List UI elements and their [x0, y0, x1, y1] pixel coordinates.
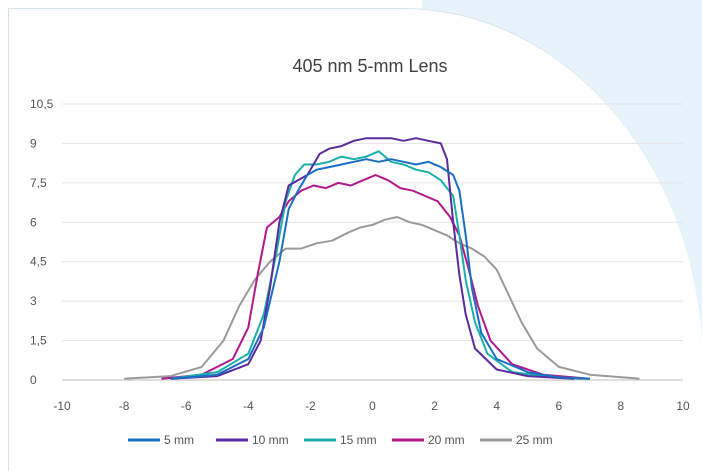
x-tick-label: 2	[431, 399, 438, 413]
y-tick-label: 7,5	[30, 176, 47, 190]
series-line	[170, 137, 575, 380]
legend-label: 25 mm	[516, 433, 553, 447]
x-tick-label: -6	[181, 399, 192, 413]
legend-label: 20 mm	[428, 433, 465, 447]
chart-panel	[8, 8, 702, 471]
series-line	[170, 150, 590, 380]
y-tick-label: 3	[30, 294, 37, 308]
x-tick-label: 0	[369, 399, 376, 413]
series-line	[124, 216, 640, 380]
x-tick-label: 8	[618, 399, 625, 413]
y-tick-label: 1,5	[30, 334, 47, 348]
x-tick-label: -4	[243, 399, 254, 413]
y-tick-label: 0	[30, 373, 37, 387]
x-tick-label: 4	[493, 399, 500, 413]
legend-label: 10 mm	[252, 433, 289, 447]
x-tick-label: 10	[676, 399, 690, 413]
legend-label: 5 mm	[164, 433, 194, 447]
y-tick-label: 4,5	[30, 255, 47, 269]
x-tick-label: -8	[119, 399, 130, 413]
series-line	[161, 174, 590, 380]
x-tick-label: -10	[53, 399, 71, 413]
y-tick-label: 10,5	[30, 97, 54, 111]
series-line	[170, 158, 590, 380]
y-tick-label: 9	[30, 136, 37, 150]
x-tick-label: -2	[305, 399, 316, 413]
y-tick-label: 6	[30, 215, 37, 229]
chart-title: 405 nm 5-mm Lens	[292, 56, 448, 76]
x-tick-label: 6	[555, 399, 562, 413]
legend-label: 15 mm	[340, 433, 377, 447]
